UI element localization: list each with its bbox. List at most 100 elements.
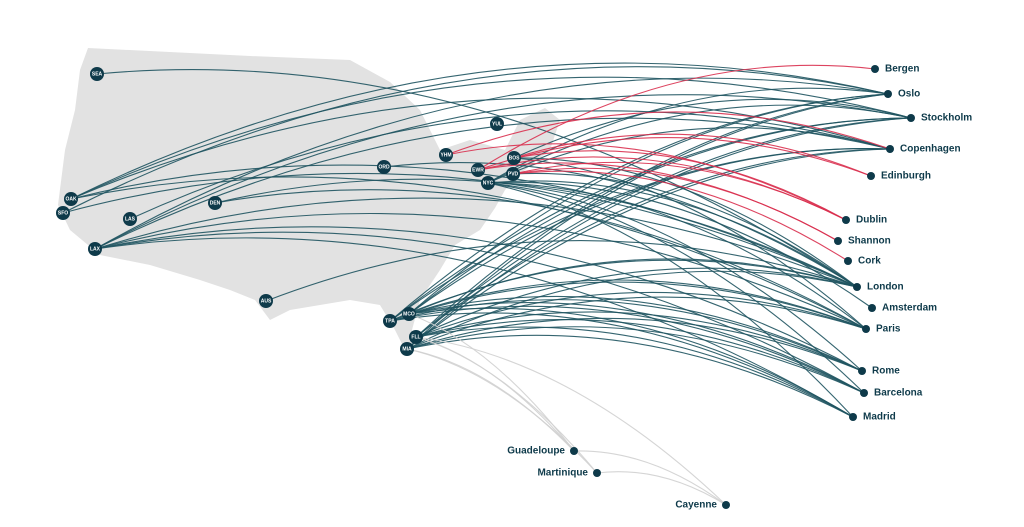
destination-marker [570, 447, 578, 455]
destination-label: Barcelona [874, 388, 923, 399]
route [487, 182, 865, 394]
route [512, 167, 839, 242]
destination-label: Edinburgh [881, 171, 931, 182]
destination-label: Copenhagen [900, 144, 961, 155]
route [62, 172, 858, 288]
airport-marker [402, 307, 416, 321]
route [94, 197, 858, 288]
destination-marker [884, 90, 892, 98]
airport-code: PVD [508, 171, 519, 177]
route [406, 117, 912, 350]
destination-marker [860, 389, 868, 397]
route [70, 76, 912, 200]
route [415, 267, 858, 338]
destination-label: Shannon [848, 236, 891, 247]
route [406, 296, 867, 350]
route [94, 237, 854, 418]
airport-marker [490, 117, 504, 131]
destination-label: Bergen [885, 64, 919, 75]
destination-marker [886, 145, 894, 153]
destination-label: Oslo [898, 89, 920, 100]
destination-label: Rome [872, 366, 900, 377]
nodes: SEA OAK SFO LAS LAX DEN ORD AUS YUL YHM EWR BOS PVD N… [56, 64, 972, 511]
route [94, 212, 867, 330]
airport-code: MCO [403, 311, 415, 317]
airport-code: DEN [210, 200, 221, 206]
airport-marker [383, 314, 397, 328]
destination-marker [871, 65, 879, 73]
route [513, 150, 847, 221]
route [415, 93, 889, 338]
airport-code: BOS [509, 155, 521, 161]
route [415, 319, 865, 394]
route [415, 336, 575, 452]
route [477, 137, 872, 177]
route [445, 143, 847, 221]
destination-marker [722, 501, 730, 509]
airport-marker [90, 67, 104, 81]
route [596, 471, 727, 506]
airport-marker [123, 212, 137, 226]
route [512, 170, 849, 262]
route [406, 348, 575, 452]
route [96, 69, 858, 288]
route [487, 181, 873, 309]
airport-marker [409, 330, 423, 344]
route [406, 334, 854, 418]
route [94, 77, 889, 250]
airport-code: SFO [58, 210, 68, 216]
route [94, 226, 863, 372]
route [62, 66, 889, 214]
route [513, 133, 872, 177]
route [415, 336, 727, 506]
airport-marker [507, 151, 521, 165]
route [445, 111, 891, 156]
route [512, 172, 858, 288]
route [477, 64, 876, 171]
destination-marker [842, 216, 850, 224]
destination-marker [868, 304, 876, 312]
route [513, 157, 858, 288]
route [70, 62, 889, 200]
route [415, 311, 863, 372]
destination-marker [907, 114, 915, 122]
route [513, 98, 912, 159]
route [129, 110, 891, 220]
destination-label: Paris [876, 324, 901, 335]
us-landmass [58, 48, 560, 350]
route [406, 270, 858, 350]
airport-marker [481, 176, 495, 190]
destination-label: Stockholm [921, 113, 972, 124]
route [265, 240, 858, 302]
route [408, 295, 863, 372]
route [389, 305, 865, 394]
route [406, 317, 863, 372]
destination-label: Dublin [856, 215, 887, 226]
airport-code: ORD [378, 164, 390, 170]
airport-code: LAS [125, 216, 136, 222]
route [214, 178, 858, 288]
destination-label: Guadeloupe [507, 446, 565, 457]
destination-label: London [867, 282, 904, 293]
airport-marker [471, 163, 485, 177]
airport-marker [56, 206, 70, 220]
airport-marker [208, 196, 222, 210]
destination-marker [593, 469, 601, 477]
destination-label: Cayenne [675, 500, 717, 511]
route [415, 326, 854, 418]
route [406, 348, 598, 474]
destination-marker [862, 325, 870, 333]
destination-label: Amsterdam [882, 303, 937, 314]
airport-code: SEA [92, 71, 103, 77]
route [573, 450, 727, 506]
destination-marker [844, 257, 852, 265]
airport-code: OAK [65, 196, 77, 202]
airport-marker [377, 160, 391, 174]
airport-marker [64, 192, 78, 206]
airport-code: NYC [483, 180, 494, 186]
route [406, 148, 891, 350]
destination-marker [853, 283, 861, 291]
destination-marker [849, 413, 857, 421]
airport-marker [439, 148, 453, 162]
route [70, 176, 867, 330]
